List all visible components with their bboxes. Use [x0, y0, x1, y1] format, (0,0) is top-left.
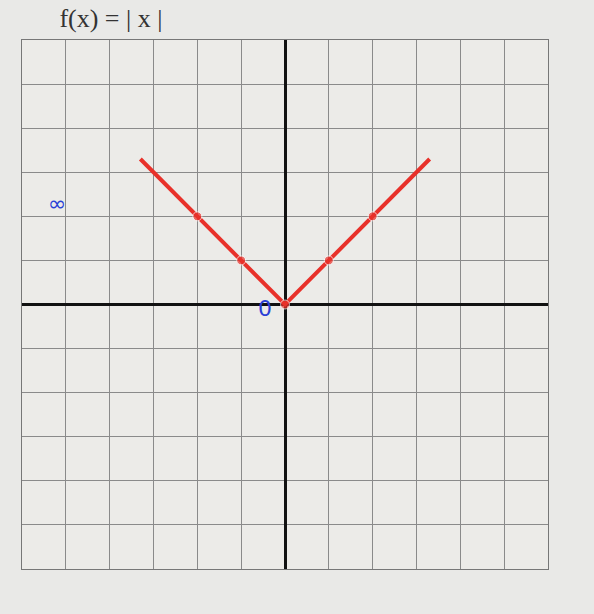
svg-text:f(x) = | x |: f(x) = | x | — [59, 4, 162, 33]
svg-text:∞: ∞ — [48, 191, 66, 216]
svg-text:0: 0 — [258, 296, 272, 321]
